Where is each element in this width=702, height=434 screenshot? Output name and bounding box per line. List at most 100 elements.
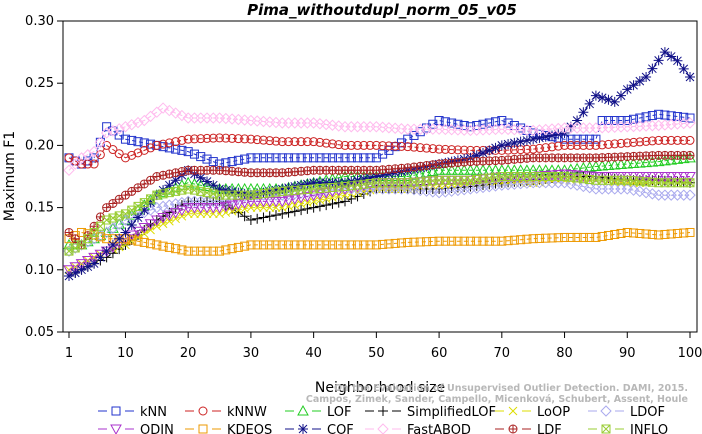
data-point (547, 130, 557, 141)
data-point (183, 209, 193, 219)
data-point (252, 135, 262, 145)
data-point (226, 200, 238, 212)
data-point (283, 182, 294, 193)
data-point (528, 134, 539, 145)
series-line-kdeos (68, 231, 691, 252)
data-point (496, 140, 507, 151)
data-point (271, 136, 281, 146)
data-point (540, 123, 552, 136)
data-point (684, 117, 696, 129)
data-point (378, 239, 388, 249)
data-point (672, 55, 683, 66)
data-point (358, 173, 369, 184)
data-point (583, 181, 596, 194)
data-point (447, 236, 457, 246)
data-point (246, 134, 256, 144)
data-point (453, 236, 463, 246)
legend-marker (377, 423, 389, 434)
data-point (477, 181, 489, 194)
data-point (585, 232, 595, 242)
data-point (308, 202, 319, 213)
data-point (308, 177, 319, 188)
data-point (289, 187, 301, 200)
data-point (628, 80, 639, 91)
data-point (314, 189, 326, 200)
data-point (64, 227, 74, 237)
data-point (171, 137, 181, 147)
data-point (578, 232, 588, 242)
legend-label: LOF (327, 405, 352, 420)
data-point (622, 116, 632, 126)
data-point (208, 246, 218, 256)
data-point (277, 208, 288, 219)
series-line-ldof (68, 182, 690, 252)
data-point (183, 246, 193, 256)
data-point (516, 235, 526, 245)
data-point (133, 236, 143, 246)
data-point (353, 153, 363, 163)
data-point (146, 239, 156, 249)
data-point (189, 134, 199, 144)
data-point (271, 203, 281, 212)
data-point (465, 236, 475, 246)
data-point (221, 245, 231, 255)
data-point (671, 118, 684, 130)
data-point (684, 189, 696, 201)
data-point (258, 212, 269, 223)
data-point (102, 215, 112, 225)
data-point (139, 138, 149, 148)
data-point (301, 186, 314, 198)
data-point (265, 136, 275, 146)
data-point (208, 133, 218, 143)
data-point (208, 180, 219, 191)
data-point (677, 172, 690, 183)
data-point (603, 116, 613, 126)
data-point (440, 117, 450, 127)
data-point (177, 245, 187, 255)
data-point (138, 206, 150, 219)
data-point (547, 233, 557, 243)
data-point (202, 133, 212, 143)
data-point (340, 153, 350, 163)
data-point (365, 240, 375, 250)
data-point (679, 228, 689, 238)
data-point (63, 265, 75, 276)
data-point (176, 205, 188, 217)
data-point (194, 203, 207, 214)
data-point (346, 240, 356, 250)
data-point (346, 140, 356, 150)
data-point (146, 143, 156, 153)
data-point (553, 233, 563, 243)
data-point (685, 113, 695, 123)
legend-label: LoOP (537, 405, 570, 420)
data-point (445, 185, 458, 197)
data-point (70, 267, 81, 278)
data-point (665, 118, 677, 131)
legend-marker (601, 424, 611, 434)
data-point (233, 155, 243, 165)
data-point (422, 237, 432, 247)
data-point (634, 76, 645, 87)
data-point (665, 154, 678, 165)
data-point (591, 140, 601, 150)
data-point (572, 115, 583, 126)
data-point (171, 214, 180, 224)
data-point (176, 109, 188, 122)
data-point (171, 144, 181, 154)
data-point (340, 140, 350, 150)
data-point (327, 240, 337, 250)
data-point (453, 119, 463, 129)
data-point (196, 152, 206, 162)
data-point (359, 140, 369, 150)
data-point (647, 136, 657, 146)
data-point (428, 236, 438, 246)
data-point (107, 125, 119, 137)
data-point (652, 155, 665, 167)
data-point (610, 116, 620, 126)
data-point (534, 132, 545, 143)
data-point (647, 63, 658, 74)
data-point (258, 187, 269, 198)
data-point (100, 127, 113, 139)
legend-marker (110, 424, 122, 434)
data-point (169, 107, 182, 119)
